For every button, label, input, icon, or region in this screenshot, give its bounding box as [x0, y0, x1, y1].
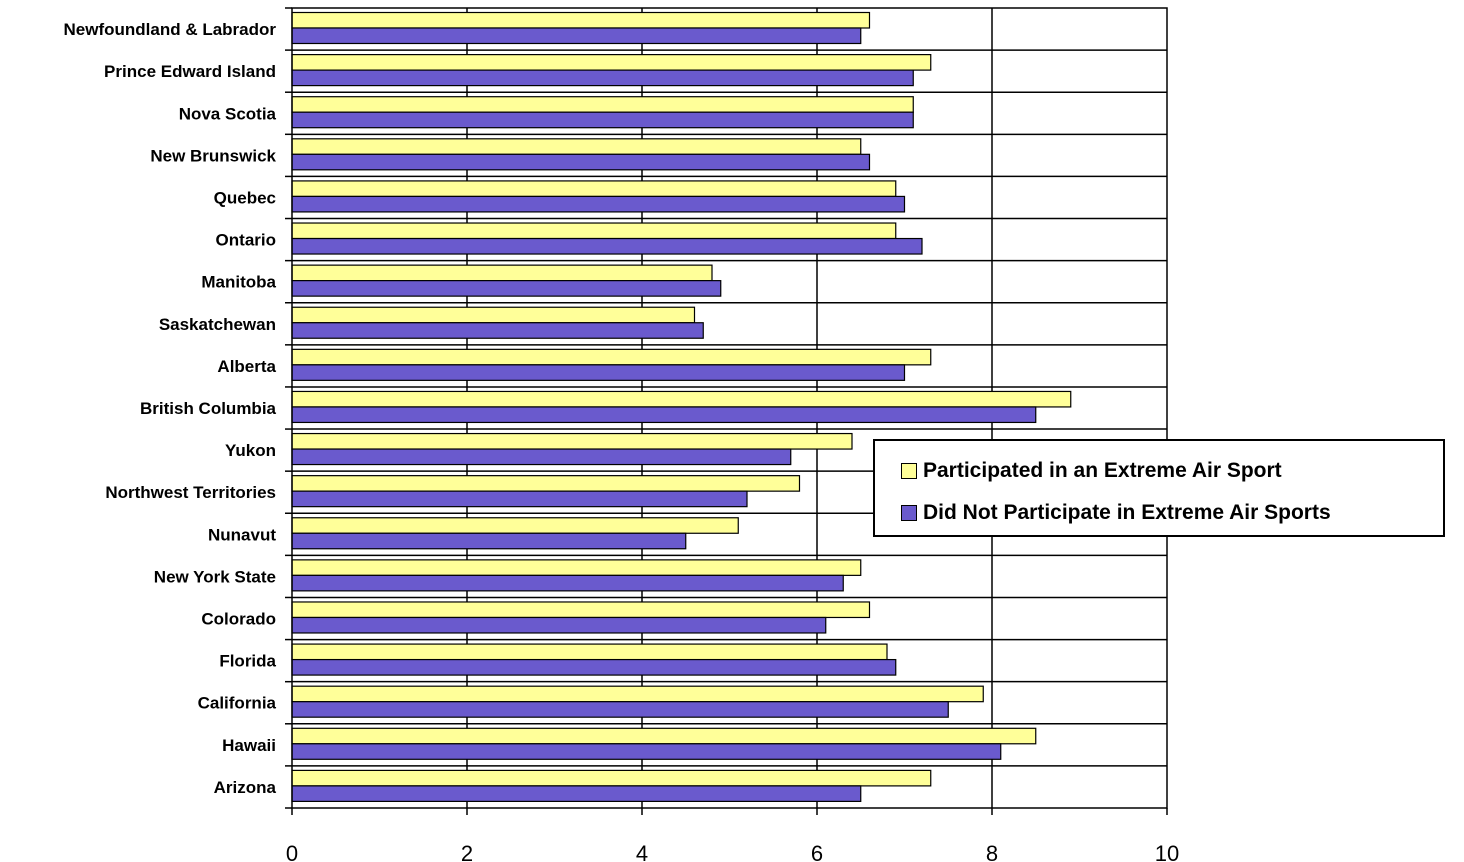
- category-label: Hawaii: [222, 736, 276, 755]
- category-label: Colorado: [201, 610, 276, 629]
- bars: [291, 11, 1072, 802]
- bar-participated: [291, 264, 713, 282]
- bar-did-not-participate: [291, 448, 792, 466]
- x-tick-label: 4: [636, 841, 648, 862]
- x-tick-label: 2: [461, 841, 473, 862]
- category-label: Arizona: [214, 778, 277, 797]
- bar-participated: [291, 601, 871, 619]
- bar-did-not-participate: [291, 69, 914, 87]
- category-label: Florida: [219, 652, 276, 671]
- category-label: Quebec: [214, 188, 276, 207]
- bar-participated: [291, 685, 984, 703]
- category-label: Alberta: [217, 357, 276, 376]
- bar-participated: [291, 475, 801, 492]
- x-tick-label: 0: [286, 841, 298, 862]
- x-tick-labels: 0 2 4 6 8 10: [286, 841, 1179, 862]
- bar-did-not-participate: [291, 701, 949, 718]
- category-label: British Columbia: [140, 399, 277, 418]
- bar-did-not-participate: [291, 280, 722, 297]
- axis-ticks: [285, 7, 1168, 815]
- category-label: Manitoba: [201, 273, 276, 292]
- bar-participated: [291, 138, 862, 155]
- legend-item-did-not-participate: Did Not Participate in Extreme Air Sport…: [901, 495, 1443, 531]
- legend-swatch-participated: [901, 463, 917, 479]
- category-label: Nunavut: [208, 525, 276, 544]
- bar-did-not-participate: [291, 153, 871, 171]
- bar-participated: [291, 643, 888, 661]
- legend: Participated in an Extreme Air Sport Did…: [873, 439, 1445, 537]
- bar-participated: [291, 727, 1037, 745]
- category-label: California: [198, 694, 277, 713]
- legend-swatch-did-not-participate: [901, 505, 917, 521]
- bar-did-not-participate: [291, 616, 827, 634]
- x-tick-label: 8: [986, 841, 998, 862]
- category-label: Saskatchewan: [159, 315, 276, 334]
- category-label: Yukon: [225, 441, 276, 460]
- legend-label-participated: Participated in an Extreme Air Sport: [923, 459, 1282, 482]
- x-tick-label: 10: [1155, 841, 1179, 862]
- plot-area-frame: [291, 7, 1168, 809]
- category-label: Ontario: [216, 231, 276, 250]
- x-tick-label: 6: [811, 841, 823, 862]
- legend-item-participated: Participated in an Extreme Air Sport: [901, 453, 1443, 489]
- bar-did-not-participate: [291, 785, 862, 802]
- bar-participated: [291, 222, 897, 240]
- category-label: Prince Edward Island: [104, 62, 276, 81]
- category-label: New Brunswick: [150, 146, 276, 165]
- category-label: Northwest Territories: [105, 483, 276, 502]
- category-labels: Newfoundland & Labrador Prince Edward Isl…: [64, 20, 277, 797]
- bar-did-not-participate: [291, 658, 897, 676]
- legend-label-did-not-participate: Did Not Participate in Extreme Air Sport…: [923, 501, 1331, 524]
- bar-did-not-participate: [291, 490, 748, 508]
- bar-did-not-participate: [291, 743, 1002, 760]
- gridlines: [292, 8, 1167, 808]
- bar-did-not-participate: [291, 574, 844, 592]
- bar-participated: [291, 517, 739, 534]
- bar-participated: [291, 96, 914, 113]
- bar-did-not-participate: [291, 195, 906, 213]
- bar-participated: [291, 11, 871, 29]
- bar-did-not-participate: [291, 27, 862, 45]
- category-label: Nova Scotia: [179, 104, 277, 123]
- bar-participated: [291, 306, 696, 324]
- bar-participated: [291, 769, 932, 787]
- bar-did-not-participate: [291, 406, 1037, 424]
- bar-participated: [291, 54, 932, 71]
- bar-participated: [291, 432, 853, 450]
- bar-did-not-participate: [291, 237, 923, 255]
- bar-participated: [291, 180, 897, 198]
- category-label: Newfoundland & Labrador: [64, 20, 277, 39]
- bar-participated: [291, 559, 862, 576]
- bar-did-not-participate: [291, 532, 687, 550]
- bar-participated: [291, 348, 932, 366]
- bar-did-not-participate: [291, 364, 906, 381]
- bar-did-not-participate: [291, 322, 704, 339]
- bar-participated: [291, 390, 1072, 408]
- category-label: New York State: [154, 567, 276, 586]
- bar-did-not-participate: [291, 111, 914, 129]
